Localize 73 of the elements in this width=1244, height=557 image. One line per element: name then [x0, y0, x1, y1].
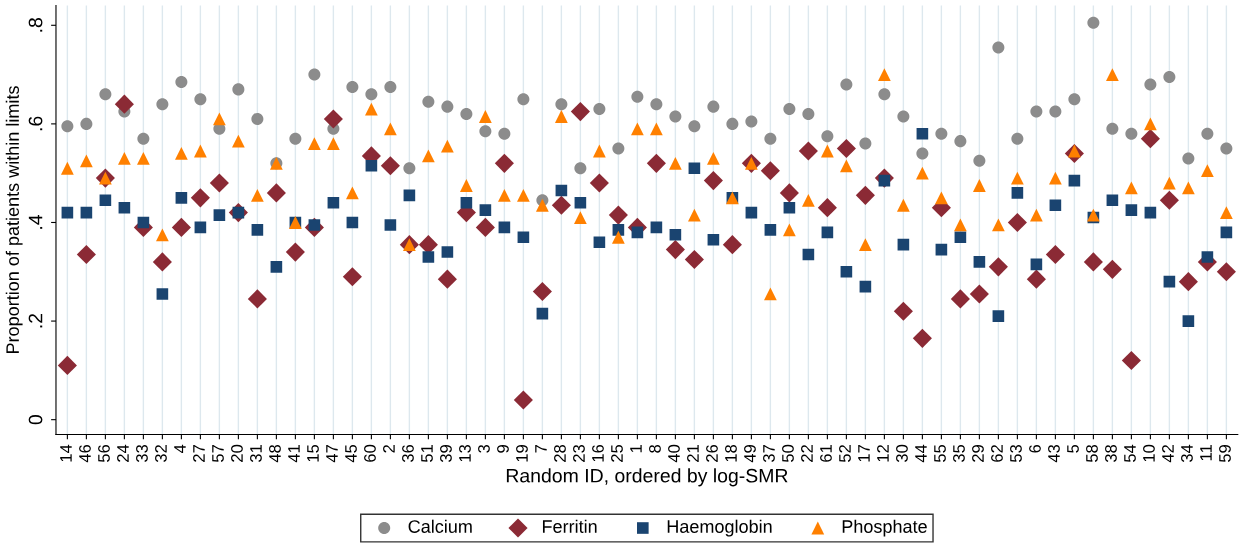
x-tick-label: 30: [896, 444, 908, 463]
x-tick-label: 32: [155, 445, 167, 463]
x-tick-label: 22: [801, 445, 813, 462]
x-tick-label: 47: [326, 445, 338, 463]
x-tick-label: 49: [744, 444, 756, 463]
x-tick-label: 52: [839, 445, 851, 463]
x-tick-label: 39: [440, 444, 452, 463]
x-tick-label: 37: [763, 445, 775, 463]
x-tick-label: 59: [1219, 444, 1231, 463]
x-tick-label: 12: [877, 445, 889, 462]
legend-label: Phosphate: [842, 519, 927, 537]
y-tick-label: .4: [28, 214, 43, 229]
x-tick-label: 34: [1181, 444, 1193, 463]
x-tick-label: 46: [79, 444, 91, 463]
x-tick-label: 61: [820, 444, 832, 462]
x-tick-label: 20: [231, 444, 243, 462]
legend-label: Haemoglobin: [667, 519, 772, 537]
x-tick-label: 54: [1124, 444, 1136, 463]
x-tick-label: 44: [915, 444, 927, 463]
x-tick-label: 57: [212, 445, 224, 463]
x-tick-label: 19: [516, 444, 528, 462]
x-tick-label: 60: [364, 444, 376, 462]
y-tick-label: 0: [28, 415, 43, 425]
x-tick-label: 5: [1067, 444, 1079, 453]
x-tick-label: 18: [725, 444, 737, 462]
x-tick-label: 15: [307, 444, 319, 462]
x-axis-title: Random ID, ordered by log-SMR: [506, 468, 788, 487]
x-tick-label: 31: [250, 444, 262, 463]
x-tick-label: 13: [459, 444, 471, 462]
x-tick-label: 33: [136, 444, 148, 463]
x-tick-label: 8: [649, 444, 661, 453]
x-tick-label: 28: [554, 444, 566, 462]
x-tick-label: 11: [1200, 444, 1212, 461]
x-tick-label: 35: [953, 444, 965, 463]
x-tick-label: 23: [573, 444, 585, 462]
x-tick-label: 21: [687, 444, 699, 462]
x-tick-label: 17: [858, 445, 870, 462]
x-tick-label: 10: [1143, 444, 1155, 462]
x-tick-label: 40: [668, 444, 680, 463]
x-tick-label: 45: [345, 444, 357, 463]
x-tick-label: 51: [421, 444, 433, 463]
x-tick-label: 50: [782, 444, 794, 463]
x-tick-label: 62: [991, 445, 1003, 462]
y-axis-title: Proportion of patients within limits: [5, 86, 23, 353]
x-tick-label: 58: [1086, 444, 1098, 463]
x-tick-label: 29: [972, 444, 984, 462]
x-tick-label: 9: [497, 444, 509, 453]
legend-label: Calcium: [408, 519, 472, 533]
x-tick-label: 24: [117, 444, 129, 462]
y-tick-label: .6: [28, 116, 43, 131]
x-tick-label: 4: [174, 444, 186, 454]
x-tick-label: 7: [535, 445, 547, 453]
y-tick-label: .2: [28, 313, 43, 328]
x-tick-label: 6: [1029, 444, 1041, 453]
x-tick-label: 2: [383, 445, 395, 453]
x-tick-label: 48: [269, 444, 281, 463]
x-tick-label: 55: [934, 444, 946, 463]
x-tick-label: 56: [98, 444, 110, 463]
x-tick-label: 38: [1105, 444, 1117, 463]
x-tick-label: 3: [478, 444, 490, 453]
x-tick-label: 53: [1010, 444, 1022, 463]
x-tick-label: 36: [402, 444, 414, 463]
x-tick-label: 26: [706, 444, 718, 462]
x-tick-label: 43: [1048, 444, 1060, 463]
x-tick-label: 27: [193, 445, 205, 462]
y-tick-label: .8: [28, 18, 43, 32]
x-tick-label: 41: [288, 444, 300, 463]
x-tick-label: 1: [630, 444, 642, 453]
legend-label: Ferritin: [542, 519, 597, 533]
x-tick-label: 42: [1162, 445, 1174, 463]
x-tick-label: 14: [60, 444, 72, 462]
x-tick-label: 25: [611, 444, 623, 462]
x-tick-label: 16: [592, 444, 604, 462]
